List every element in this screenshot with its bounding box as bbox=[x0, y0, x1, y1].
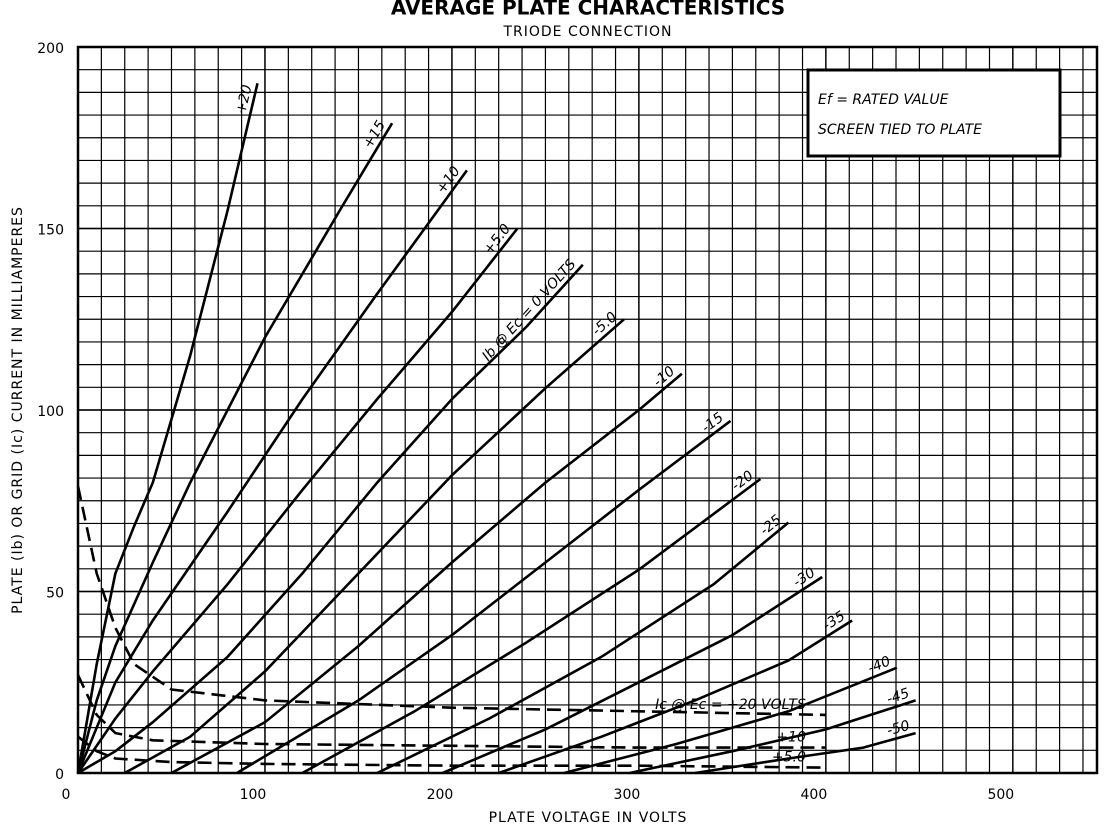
curve bbox=[629, 699, 916, 775]
curve-label: +5.0 bbox=[772, 750, 806, 766]
curve-label: -45 bbox=[885, 685, 912, 707]
y-axis-title: PLATE (Ib) OR GRID (Ic) CURRENT IN MILLI… bbox=[10, 206, 26, 614]
curve bbox=[170, 372, 683, 775]
y-tick-label: 100 bbox=[37, 404, 64, 420]
curve bbox=[563, 666, 898, 775]
y-tick-label: 200 bbox=[37, 41, 64, 57]
note-box bbox=[806, 68, 1062, 158]
curve bbox=[76, 83, 259, 774]
plot-border bbox=[76, 45, 1099, 775]
curve bbox=[694, 731, 916, 775]
curve bbox=[76, 227, 519, 774]
curve-label: Ib @ Ec = 0 VOLTS bbox=[479, 256, 579, 364]
x-tick-label: 400 bbox=[801, 787, 828, 803]
curve bbox=[376, 521, 790, 775]
y-tick-label: 50 bbox=[46, 586, 64, 602]
chart-title: AVERAGE PLATE CHARACTERISTICS bbox=[391, 0, 785, 20]
x-tick-label: 0 bbox=[62, 787, 71, 803]
curve bbox=[498, 619, 853, 775]
curve bbox=[77, 735, 826, 769]
curve bbox=[76, 122, 394, 774]
curve-label: +20 bbox=[233, 83, 255, 116]
curve-label: -25 bbox=[757, 512, 785, 539]
y-tick-label: 150 bbox=[37, 223, 64, 239]
curve bbox=[76, 485, 826, 717]
curve-label: -10 bbox=[650, 363, 678, 390]
curve-label: -35 bbox=[820, 608, 848, 634]
curve bbox=[76, 169, 468, 774]
curve-label: -40 bbox=[866, 653, 893, 676]
curve-label: Ic @ Ec = +20 VOLTS bbox=[655, 697, 806, 713]
y-tick-label: 0 bbox=[55, 767, 64, 783]
x-tick-label: 100 bbox=[240, 787, 267, 803]
chart-subtitle: TRIODE CONNECTION bbox=[502, 24, 672, 40]
curve bbox=[442, 575, 823, 775]
curve-label: +10 bbox=[776, 730, 806, 746]
x-tick-label: 500 bbox=[987, 787, 1014, 803]
x-tick-label: 200 bbox=[427, 787, 454, 803]
curve-label: -50 bbox=[885, 718, 911, 740]
curve bbox=[236, 419, 732, 775]
x-axis-title: PLATE VOLTAGE IN VOLTS bbox=[489, 810, 688, 826]
note-line: SCREEN TIED TO PLATE bbox=[818, 122, 982, 138]
x-tick-label: 300 bbox=[614, 787, 641, 803]
curve bbox=[124, 318, 625, 775]
curve bbox=[77, 263, 584, 775]
note-line: Ef = RATED VALUE bbox=[818, 92, 949, 108]
curve bbox=[301, 477, 762, 775]
curve bbox=[76, 674, 826, 749]
